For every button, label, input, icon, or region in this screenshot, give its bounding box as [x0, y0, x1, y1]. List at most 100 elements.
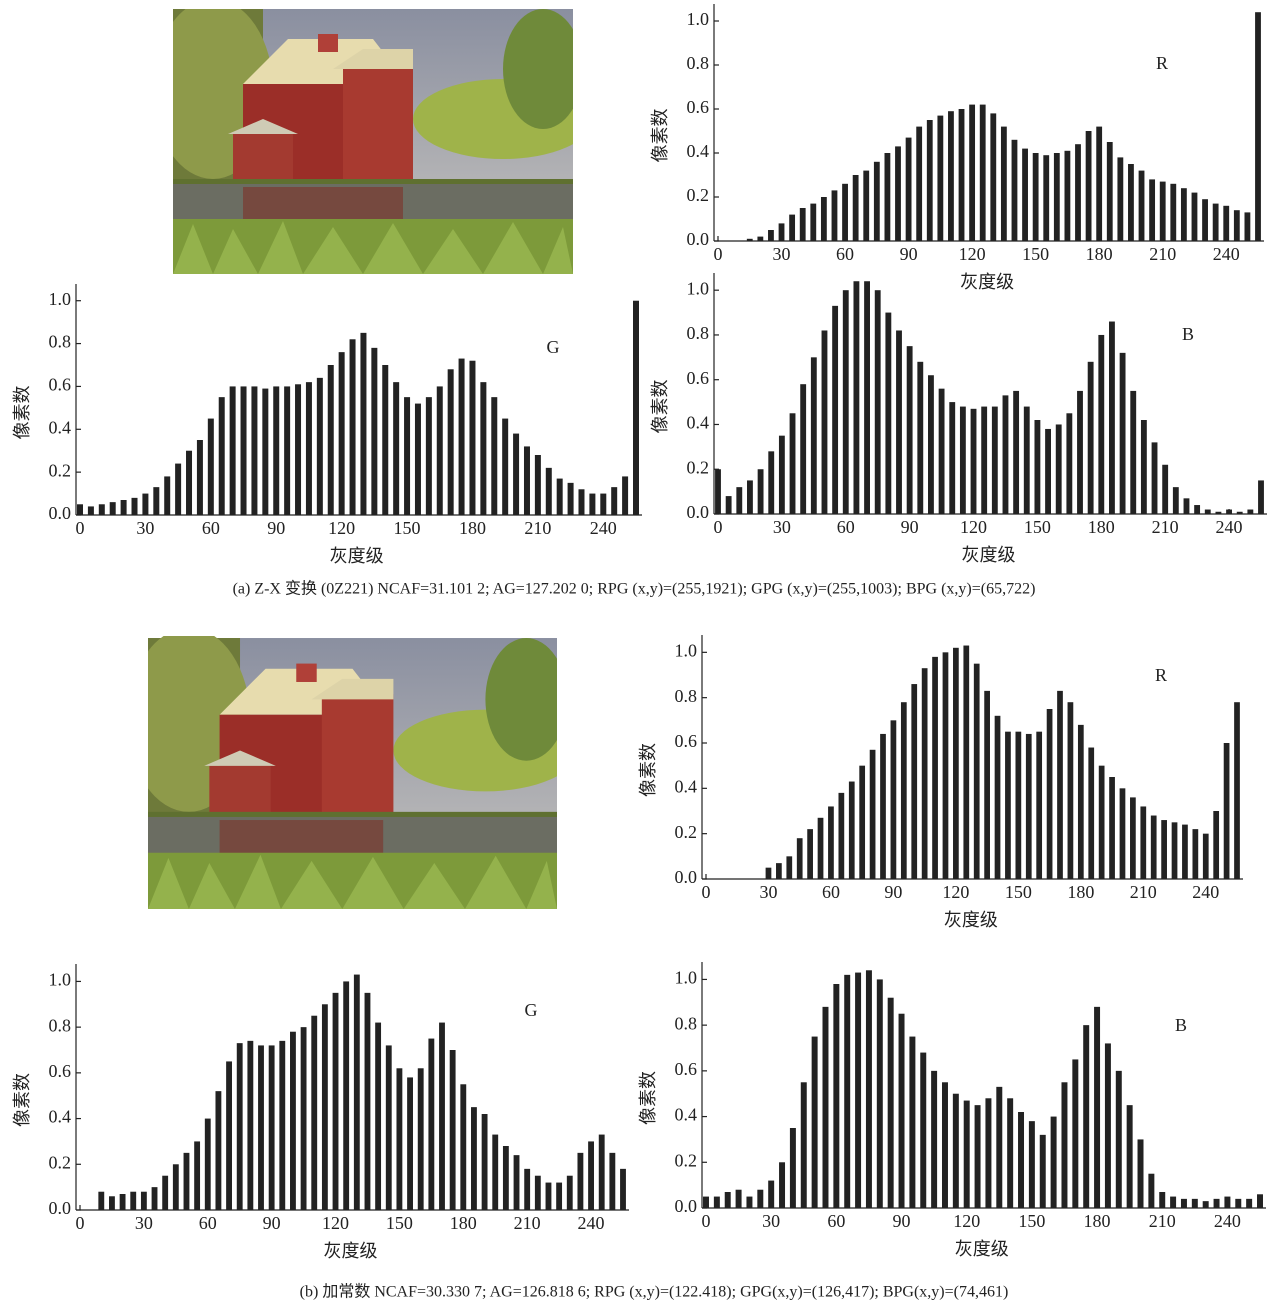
- x-axis-label: 灰度级: [962, 545, 1016, 565]
- y-tick-label: 0.2: [675, 822, 698, 842]
- bar: [1172, 822, 1178, 879]
- bar: [981, 407, 987, 514]
- bar: [514, 1155, 520, 1210]
- bar: [258, 1045, 264, 1210]
- bar: [768, 230, 774, 241]
- bar: [1140, 806, 1146, 879]
- bar: [415, 404, 421, 515]
- y-tick-label: 1.0: [687, 9, 710, 29]
- bar: [339, 352, 345, 515]
- bar: [948, 111, 954, 241]
- bar: [1214, 1199, 1220, 1208]
- bar: [404, 397, 410, 515]
- bar: [828, 806, 834, 879]
- x-tick-label: 180: [1067, 882, 1094, 902]
- bar: [1182, 825, 1188, 879]
- x-tick-label: 30: [136, 518, 154, 538]
- bar: [1065, 151, 1071, 241]
- bar: [535, 455, 541, 515]
- x-tick-label: 60: [837, 517, 855, 537]
- figure: (a) Z-X 变换 (0Z221) NCAF=31.101 2; AG=127…: [0, 0, 1280, 1305]
- bar: [932, 657, 938, 879]
- x-tick-label: 120: [960, 517, 987, 537]
- bar: [928, 375, 934, 514]
- y-tick-label: 0.2: [49, 1152, 72, 1172]
- bar: [1078, 725, 1084, 879]
- x-tick-label: 30: [773, 244, 791, 264]
- bar: [588, 1141, 594, 1210]
- bar: [482, 1114, 488, 1210]
- bar: [768, 451, 774, 514]
- bar: [535, 1176, 541, 1210]
- bar: [974, 664, 980, 879]
- y-tick-label: 0.4: [49, 1107, 72, 1127]
- bar: [110, 502, 116, 515]
- x-tick-label: 60: [836, 244, 854, 264]
- bar: [995, 716, 1001, 879]
- bar: [1213, 204, 1219, 241]
- bar: [247, 1041, 253, 1210]
- bar: [797, 838, 803, 879]
- bar: [1109, 322, 1115, 514]
- y-tick-label: 0.6: [687, 97, 710, 117]
- bar: [885, 153, 891, 241]
- bar: [1007, 1098, 1013, 1208]
- bar: [1022, 149, 1028, 241]
- bar: [1061, 1082, 1067, 1208]
- bar: [757, 237, 763, 241]
- bar: [875, 290, 881, 514]
- y-axis-label: 像素数: [650, 109, 670, 163]
- bar: [317, 378, 323, 515]
- bar: [953, 1094, 959, 1208]
- x-tick-label: 60: [199, 1213, 217, 1233]
- annotation: R: [1156, 53, 1168, 73]
- bar: [1120, 353, 1126, 514]
- y-tick-label: 0.8: [687, 323, 710, 343]
- bar: [386, 1045, 392, 1210]
- bar: [877, 979, 883, 1208]
- bar: [818, 818, 824, 879]
- x-tick-label: 180: [1086, 244, 1113, 264]
- bar: [1001, 127, 1007, 241]
- bar: [888, 998, 894, 1208]
- bar: [279, 1041, 285, 1210]
- bar: [1245, 212, 1251, 241]
- bar: [953, 648, 959, 879]
- annotation: B: [1182, 324, 1194, 344]
- bar: [960, 407, 966, 514]
- y-tick-label: 0.2: [49, 460, 72, 480]
- bar: [295, 384, 301, 515]
- bar: [1203, 1201, 1209, 1208]
- bar: [418, 1068, 424, 1210]
- bar: [1099, 766, 1105, 879]
- bar: [823, 1007, 829, 1208]
- bar: [492, 1135, 498, 1210]
- bar: [906, 138, 912, 241]
- bar: [1128, 164, 1134, 241]
- bar: [1151, 816, 1157, 879]
- bar: [306, 382, 312, 515]
- bar: [917, 362, 923, 514]
- bar: [393, 382, 399, 515]
- y-tick-label: 0.2: [687, 457, 710, 477]
- bar: [589, 494, 595, 515]
- x-tick-label: 150: [394, 518, 421, 538]
- bar: [807, 829, 813, 879]
- bar: [120, 1194, 126, 1210]
- bar: [1139, 171, 1145, 241]
- bar: [901, 702, 907, 879]
- x-tick-label: 90: [884, 882, 902, 902]
- bar: [1130, 797, 1136, 879]
- bar: [790, 1128, 796, 1208]
- bar: [746, 1197, 752, 1208]
- bar: [502, 419, 508, 515]
- bar: [184, 1153, 190, 1210]
- x-tick-label: 0: [714, 517, 723, 537]
- bar: [491, 397, 497, 515]
- bar: [757, 1190, 763, 1208]
- bar: [173, 1164, 179, 1210]
- y-tick-label: 0.0: [675, 867, 698, 887]
- bar: [1045, 429, 1051, 514]
- bar: [874, 162, 880, 241]
- bar: [1096, 127, 1102, 241]
